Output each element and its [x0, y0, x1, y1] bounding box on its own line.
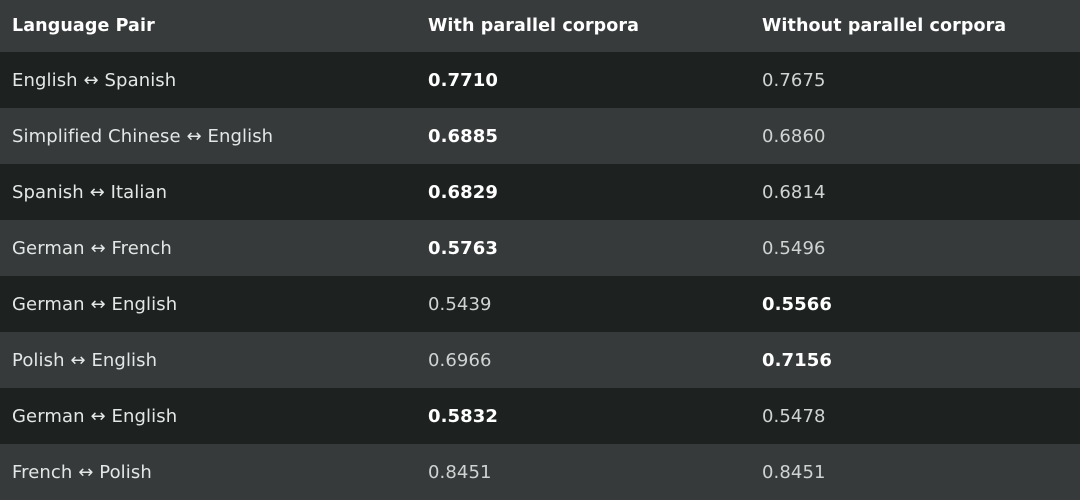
table-row: Spanish ↔ Italian 0.6829 0.6814: [0, 164, 1080, 220]
column-header-without-parallel-corpora: Without parallel corpora: [762, 16, 1007, 36]
cell-without-parallel: 0.5478: [762, 405, 826, 427]
table-row: German ↔ English 0.5439 0.5566: [0, 276, 1080, 332]
cell-language-pair: French ↔ Polish: [12, 461, 152, 483]
table-body: English ↔ Spanish 0.7710 0.7675 Simplifi…: [0, 52, 1080, 500]
table-row: Polish ↔ English 0.6966 0.7156: [0, 332, 1080, 388]
cell-language-pair: German ↔ English: [12, 405, 178, 427]
cell-language-pair: Simplified Chinese ↔ English: [12, 125, 274, 147]
cell-language-pair: English ↔ Spanish: [12, 69, 177, 91]
cell-with-parallel: 0.8451: [428, 461, 492, 483]
cell-without-parallel: 0.5496: [762, 237, 826, 259]
cell-with-parallel: 0.7710: [428, 69, 499, 91]
table-row: German ↔ English 0.5832 0.5478: [0, 388, 1080, 444]
cell-language-pair: Polish ↔ English: [12, 349, 158, 371]
cell-with-parallel: 0.5832: [428, 405, 499, 427]
column-header-with-parallel-corpora: With parallel corpora: [428, 16, 640, 36]
cell-without-parallel: 0.6814: [762, 181, 826, 203]
cell-language-pair: Spanish ↔ Italian: [12, 181, 168, 203]
cell-without-parallel: 0.6860: [762, 125, 826, 147]
table-row: French ↔ Polish 0.8451 0.8451: [0, 444, 1080, 500]
cell-with-parallel: 0.6966: [428, 349, 492, 371]
cell-with-parallel: 0.6885: [428, 125, 499, 147]
cell-without-parallel: 0.5566: [762, 293, 833, 315]
cell-language-pair: German ↔ English: [12, 293, 178, 315]
cell-with-parallel: 0.5439: [428, 293, 492, 315]
cell-with-parallel: 0.5763: [428, 237, 499, 259]
cell-without-parallel: 0.8451: [762, 461, 826, 483]
cell-language-pair: German ↔ French: [12, 237, 172, 259]
header-row: Language Pair With parallel corpora With…: [0, 0, 1080, 52]
cell-with-parallel: 0.6829: [428, 181, 499, 203]
column-header-language-pair: Language Pair: [12, 16, 155, 36]
table-row: Simplified Chinese ↔ English 0.6885 0.68…: [0, 108, 1080, 164]
table-row: English ↔ Spanish 0.7710 0.7675: [0, 52, 1080, 108]
table-row: German ↔ French 0.5763 0.5496: [0, 220, 1080, 276]
table-header: Language Pair With parallel corpora With…: [0, 0, 1080, 52]
cell-without-parallel: 0.7675: [762, 69, 826, 91]
cell-without-parallel: 0.7156: [762, 349, 833, 371]
